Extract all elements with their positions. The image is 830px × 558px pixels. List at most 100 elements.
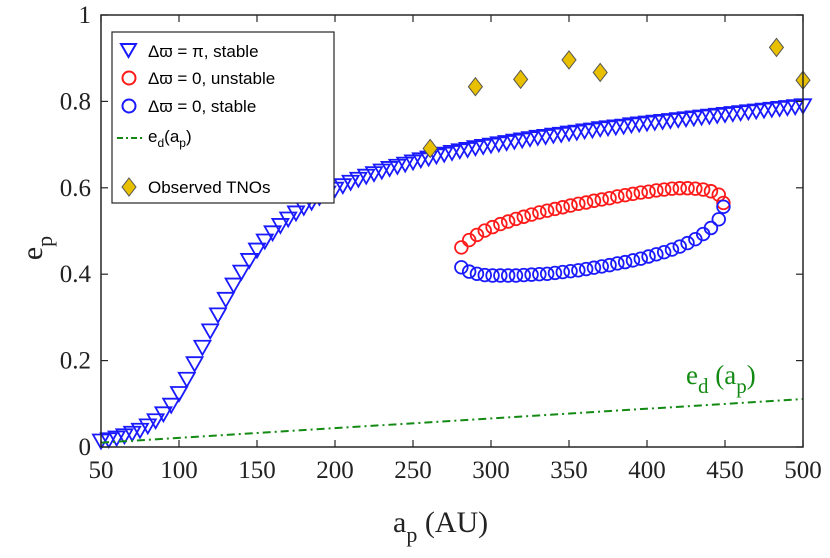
circle-marker	[711, 187, 726, 202]
circle-marker	[539, 203, 555, 218]
circle-marker	[716, 195, 731, 211]
circle-marker	[532, 267, 547, 282]
circle-marker	[532, 205, 547, 220]
circle-marker	[649, 183, 664, 198]
x-tick-label: 300	[472, 457, 510, 484]
legend-label-anti-aligned-stable: Δϖ = π, stable	[148, 42, 259, 61]
circle-marker	[688, 181, 703, 196]
legend-label-observed-tnos: Observed TNOs	[148, 178, 271, 197]
circle-marker	[633, 251, 648, 266]
circle-marker	[571, 196, 586, 211]
circle-marker	[516, 267, 531, 283]
triangle-marker	[348, 171, 368, 189]
triangle-marker	[177, 371, 197, 389]
circle-marker	[563, 263, 578, 279]
x-tick-label: 150	[238, 457, 276, 484]
triangle-marker	[364, 166, 384, 183]
circle-marker	[493, 268, 508, 283]
circle-marker	[485, 268, 500, 283]
circle-marker	[477, 267, 492, 283]
y-tick-label: 0.4	[60, 261, 92, 288]
y-tick-label: 0.8	[60, 88, 91, 115]
y-tick-label: 0.2	[60, 348, 91, 375]
triangle-marker	[231, 264, 251, 282]
circle-marker	[493, 216, 508, 232]
x-tick-label: 250	[394, 457, 432, 484]
circle-marker	[703, 184, 719, 199]
legend-triangle-marker	[119, 43, 138, 60]
triangle-marker	[185, 356, 205, 374]
legend: Δϖ = π, stable Δϖ = 0, unstable Δϖ = 0, …	[111, 31, 335, 204]
y-axis-label: ep	[16, 236, 57, 260]
circle-marker	[555, 200, 570, 215]
x-tick-label: 350	[550, 457, 588, 484]
circle-marker	[477, 223, 492, 238]
circle-marker	[578, 195, 594, 210]
circle-marker	[594, 192, 609, 207]
x-axis-label: ap (AU)	[393, 506, 488, 547]
circle-marker	[454, 240, 469, 255]
circle-marker	[610, 189, 625, 204]
circle-marker	[594, 259, 609, 274]
triangle-marker	[372, 163, 392, 181]
triangle-marker	[333, 178, 353, 196]
axes-frame	[100, 14, 804, 448]
circle-marker	[524, 267, 539, 282]
circle-marker	[469, 227, 485, 243]
tno-diamond-marker	[592, 62, 608, 83]
legend-label-aligned-stable: Δϖ = 0, stable	[148, 97, 256, 116]
circle-marker	[680, 235, 695, 251]
triangle-marker	[122, 425, 142, 443]
x-tick-label: 200	[316, 457, 354, 484]
circle-marker	[563, 198, 578, 213]
circle-marker	[578, 261, 594, 277]
circle-marker	[610, 256, 625, 271]
circle-marker	[555, 264, 570, 280]
triangle-marker	[114, 428, 134, 446]
circle-marker	[539, 266, 555, 281]
triangle-marker	[224, 277, 244, 295]
triangle-marker	[192, 339, 212, 357]
circle-marker	[641, 249, 656, 264]
y-tick-label: 1	[79, 2, 92, 29]
tno-diamond-marker	[768, 37, 785, 58]
circle-marker	[602, 190, 617, 206]
circle-marker	[641, 184, 656, 199]
triangle-marker	[278, 211, 298, 229]
circle-marker	[617, 187, 633, 203]
x-tick-label: 100	[160, 457, 198, 484]
circle-marker	[516, 209, 531, 224]
circle-marker	[625, 186, 641, 202]
circle-marker	[461, 232, 477, 248]
x-tick-label: 50	[89, 457, 114, 484]
triangle-marker	[286, 205, 306, 223]
circle-marker	[571, 263, 586, 278]
circle-marker	[703, 220, 719, 236]
circle-marker	[500, 214, 516, 229]
tno-diamond-marker	[561, 50, 577, 70]
circle-marker	[500, 268, 516, 283]
circle-marker	[625, 253, 641, 268]
ed-annotation: ed (ap)	[686, 360, 756, 398]
legend-diamond-marker	[121, 177, 137, 197]
circle-marker	[602, 257, 617, 273]
legend-label-aligned-unstable: Δϖ = 0, unstable	[148, 69, 275, 88]
tno-diamond-marker	[513, 69, 529, 90]
circle-marker	[524, 207, 539, 222]
triangle-marker	[161, 397, 181, 415]
triangle-marker	[216, 291, 236, 309]
triangle-marker	[153, 406, 173, 424]
circle-marker	[716, 199, 731, 215]
triangle-marker	[341, 174, 361, 192]
circle-marker	[461, 264, 477, 279]
triangle-marker	[356, 168, 376, 186]
legend-red-circle-marker	[121, 70, 137, 86]
triangle-marker	[208, 307, 228, 325]
circle-marker	[508, 211, 524, 227]
y-axis-ticks: 0 0.2 0.4 0.6 0.8 1	[60, 2, 803, 461]
circle-marker	[649, 247, 664, 262]
triangle-marker	[130, 422, 150, 440]
triangle-marker	[255, 233, 275, 251]
circle-marker	[664, 242, 680, 257]
